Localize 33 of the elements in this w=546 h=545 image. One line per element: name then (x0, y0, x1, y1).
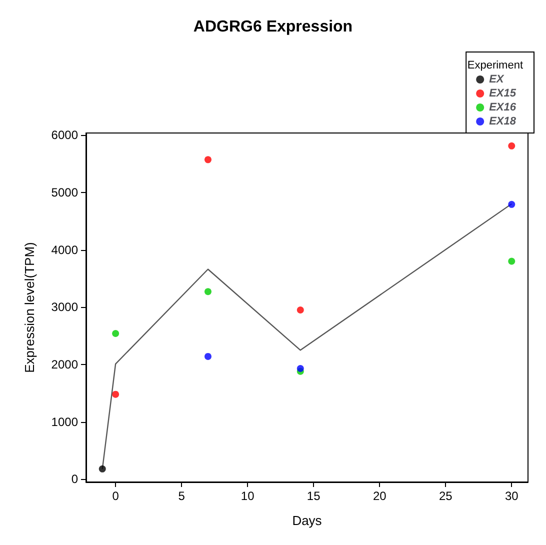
point (508, 200, 516, 208)
x-tick-label: 20 (372, 489, 387, 503)
legend-label: EX15 (489, 88, 517, 100)
point (112, 390, 120, 398)
point (204, 156, 212, 164)
y-tick-label: 1000 (51, 414, 78, 429)
legend-label: EX16 (489, 102, 517, 114)
x-tick-label: 0 (112, 489, 120, 503)
x-axis-title: Days (292, 513, 322, 528)
point (296, 306, 304, 314)
y-tick-label: 0 (71, 472, 78, 486)
x-tick-label: 25 (438, 489, 453, 503)
point (508, 142, 516, 150)
y-tick-label: 3000 (51, 300, 78, 314)
legend-title: Experiment (467, 60, 524, 72)
point (296, 365, 304, 372)
y-tick-label: 6000 (51, 128, 78, 142)
point (204, 288, 212, 296)
y-tick-label: 5000 (51, 185, 78, 200)
point (204, 352, 212, 360)
legend-label: EX18 (489, 116, 517, 128)
point (112, 330, 120, 338)
x-tick-label: 15 (306, 489, 321, 503)
x-tick-label: 30 (504, 489, 519, 503)
point (508, 258, 516, 265)
point (98, 465, 106, 472)
legend-label: EX (489, 74, 504, 86)
chart-title: ADGRG6 Expression (193, 18, 353, 36)
y-tick-label: 4000 (51, 242, 78, 257)
x-tick-label: 5 (178, 489, 186, 503)
y-axis-title: Expression level(TPM) (22, 242, 37, 373)
x-tick-label: 10 (240, 489, 255, 503)
y-tick-label: 2000 (51, 358, 78, 372)
